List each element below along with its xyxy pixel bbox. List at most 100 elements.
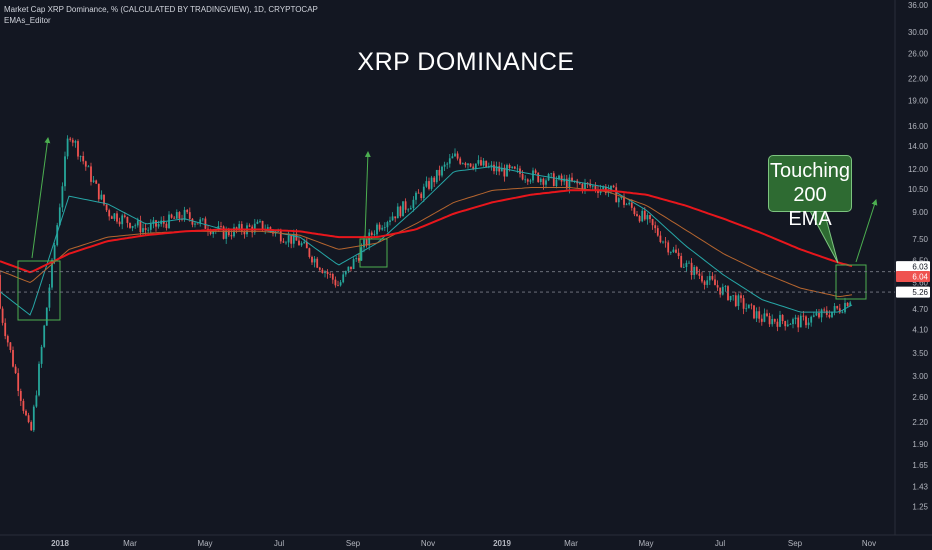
price-axis[interactable]: 36.00 30.00 26.00 22.00 19.00 16.00 14.00 12.00… [908, 1, 929, 512]
candle-body [118, 221, 121, 225]
candle-body [407, 209, 410, 211]
candle-body [53, 245, 56, 260]
candle-body [298, 240, 300, 246]
candle-body [438, 169, 441, 176]
candle-body [79, 156, 82, 157]
candle-body [586, 182, 589, 184]
candle-body [506, 165, 508, 177]
candle-body [253, 223, 256, 233]
trend-arrow [364, 151, 371, 238]
candle-body [571, 177, 573, 182]
candle-body [136, 220, 139, 226]
candle-body [734, 295, 737, 307]
candle-body [417, 192, 420, 194]
candle-body [269, 227, 272, 231]
time-tick-label: Nov [862, 539, 876, 548]
candle-body [391, 216, 394, 221]
candle-body [363, 239, 365, 248]
candle-body [456, 153, 459, 159]
annotations [0, 137, 895, 321]
candle-body [672, 249, 675, 253]
candle-body [594, 185, 597, 190]
candle-body [490, 164, 493, 166]
candle-body [625, 204, 628, 206]
price-tick-label: 36.00 [908, 1, 929, 10]
candle-body [591, 185, 594, 187]
candle-body [846, 302, 849, 307]
candle-body [287, 235, 290, 243]
chart-header-symbol: Market Cap XRP Dominance, % (CALCULATED … [4, 5, 318, 14]
candle-body [131, 226, 134, 228]
time-axis[interactable]: 2018 Mar May Jul Sep Nov 2019 Mar May Jul Sep Nov [51, 539, 876, 548]
candle-body [818, 313, 820, 318]
candle-body [690, 262, 693, 276]
candle-body [396, 206, 399, 219]
candle-body [256, 221, 259, 224]
candle-body [500, 167, 503, 172]
candle-body [95, 180, 98, 184]
candle-body [568, 177, 571, 189]
candle-body [724, 286, 727, 288]
candle-body [84, 161, 87, 167]
candle-body [750, 304, 753, 306]
candle-body [669, 252, 672, 253]
candle-body [412, 199, 415, 209]
candle-body [162, 220, 165, 224]
candle-body [656, 228, 659, 236]
chart-header-indicator[interactable]: EMAs_Editor [4, 16, 51, 25]
candle-body [305, 241, 308, 249]
candle-body [662, 241, 664, 243]
candle-body [620, 196, 623, 199]
candle-body [248, 225, 251, 227]
candle-body [659, 235, 662, 243]
candle-body [383, 227, 386, 229]
candle-body [126, 216, 129, 223]
candle-body [123, 215, 126, 217]
candle-body [48, 287, 51, 308]
candle-body [386, 222, 389, 228]
candle-body [459, 158, 462, 164]
candle-body [64, 156, 66, 187]
candle-body [425, 181, 428, 187]
price-badges: 6.036.04 5.26 [896, 261, 930, 298]
candle-body [352, 259, 355, 269]
candle-body [103, 194, 105, 205]
candle-body [714, 279, 716, 286]
candle-body [329, 273, 332, 275]
candle-body [147, 229, 150, 231]
candle-body [597, 189, 599, 193]
ema-lines [0, 166, 853, 316]
candle-body [771, 318, 774, 325]
candle-body [175, 212, 178, 219]
candle-body [498, 166, 501, 172]
price-tick-label: 6.50 [912, 256, 928, 265]
candle-body [719, 287, 722, 295]
candle-body [651, 219, 654, 226]
time-tick-label: Nov [421, 539, 435, 548]
candle-body [693, 267, 696, 276]
candle-body [339, 282, 342, 286]
candle-body [58, 207, 61, 226]
time-tick-label: Mar [123, 539, 137, 548]
candle-body [110, 216, 113, 219]
candle-body [266, 227, 269, 230]
candle-body [565, 178, 568, 189]
candle-body [760, 318, 763, 322]
price-badge [896, 270, 930, 282]
price-tick-label: 1.25 [912, 503, 928, 512]
candle-body [831, 311, 833, 318]
candle-body [825, 310, 828, 315]
candle-body [279, 231, 282, 242]
candle-body [602, 186, 605, 190]
candle-body [820, 309, 823, 318]
candle-body [178, 212, 181, 219]
candle-body [448, 158, 451, 164]
annotation-line1: Touching [769, 160, 851, 182]
candle-body [742, 298, 745, 309]
time-tick-label: Jul [274, 539, 284, 548]
candle-body [552, 173, 555, 186]
candle-body [235, 227, 238, 230]
candle-body [225, 229, 228, 239]
price-tick-label: 26.00 [908, 50, 929, 59]
